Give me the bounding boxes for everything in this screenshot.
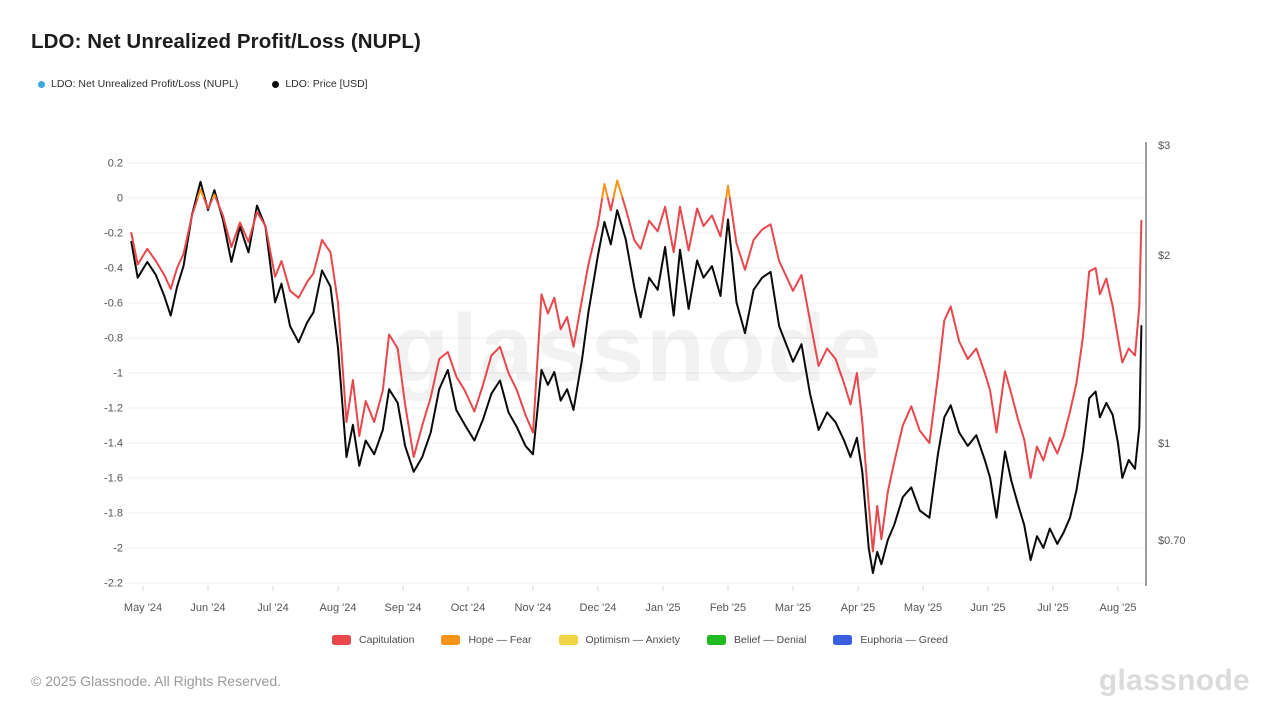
zone-item-optimism-anxiety-label: Optimism — Anxiety	[585, 634, 681, 646]
nupl-line-segment	[211, 193, 217, 199]
nupl-line-segment	[621, 197, 728, 254]
y-right-tick-label: $3	[1158, 140, 1170, 152]
nupl-line-segment	[214, 197, 604, 458]
page-title: LDO: Net Unrealized Profit/Loss (NUPL)	[31, 30, 421, 53]
zone-item-optimism-anxiety: Optimism — Anxiety	[558, 634, 681, 646]
x-tick-label: Jul '25	[1037, 602, 1068, 614]
glassnode-logo: glassnode	[1098, 664, 1250, 697]
legend-item-price[interactable]: LDO: Price [USD]	[272, 78, 368, 90]
y-left-tick-label: -2.2	[104, 578, 123, 590]
nupl-line-segment	[606, 197, 615, 212]
price-series-dot-icon	[272, 80, 280, 88]
y-left-tick-label: 0	[117, 193, 123, 205]
y-left-tick-label: -1.4	[104, 438, 123, 450]
x-tick-label: May '24	[124, 602, 162, 614]
nupl-line-segment	[196, 188, 205, 199]
legend-item-nupl[interactable]: LDO: Net Unrealized Profit/Loss (NUPL)	[38, 78, 238, 90]
zone-item-hope-fear: Hope — Fear	[441, 634, 532, 646]
y-left-tick-label: -1.8	[104, 508, 123, 520]
nupl-series-dot-icon	[38, 80, 45, 88]
x-tick-label: Jul '24	[257, 602, 288, 614]
x-tick-label: Mar '25	[775, 602, 811, 614]
copyright-text: © 2025 Glassnode. All Rights Reserved.	[31, 673, 282, 689]
x-tick-label: Oct '24	[451, 602, 486, 614]
nupl-line-segment	[728, 197, 1143, 553]
nupl-line-segment	[130, 197, 199, 290]
y-left-tick-label: -0.4	[104, 263, 123, 275]
zone-item-capitulation: Capitulation	[332, 634, 414, 646]
y-left-tick-label: -0.6	[104, 298, 123, 310]
x-tick-label: Jun '24	[190, 602, 225, 614]
capitulation-swatch-icon	[332, 635, 352, 645]
y-right-tick-label: $0.70	[1158, 535, 1186, 547]
legend-item-price-label: LDO: Price [USD]	[285, 78, 368, 90]
price-line	[130, 180, 1143, 574]
zone-item-capitulation-label: Capitulation	[359, 634, 415, 646]
zone-item-euphoria-greed: Euphoria — Greed	[833, 634, 948, 646]
nupl-line-segment	[725, 184, 731, 199]
belief-denial-swatch-icon	[707, 635, 727, 645]
x-tick-label: May '25	[904, 602, 942, 614]
x-tick-label: Jun '25	[970, 602, 1005, 614]
x-tick-label: Apr '25	[841, 602, 876, 614]
x-tick-label: Aug '24	[320, 602, 357, 614]
y-left-tick-label: -1.6	[104, 473, 123, 485]
hope-fear-swatch-icon	[441, 635, 461, 645]
euphoria-greed-swatch-icon	[833, 635, 853, 645]
y-left-tick-label: -0.2	[104, 228, 123, 240]
y-left-tick-label: 0.2	[108, 158, 123, 170]
y-left-tick-label: -2	[113, 543, 123, 555]
zone-item-belief-denial-label: Belief — Denial	[734, 634, 807, 646]
x-tick-label: Nov '24	[515, 602, 552, 614]
y-right-tick-label: $2	[1158, 250, 1170, 262]
legend-item-nupl-label: LDO: Net Unrealized Profit/Loss (NUPL)	[51, 78, 239, 90]
zone-item-euphoria-greed-label: Euphoria — Greed	[860, 634, 948, 646]
zone-legend: Capitulation Hope — Fear Optimism — Anxi…	[0, 634, 1280, 646]
y-left-tick-label: -1	[113, 368, 123, 380]
zone-item-belief-denial: Belief — Denial	[707, 634, 806, 646]
y-right-tick-label: $1	[1158, 438, 1170, 450]
x-tick-label: Feb '25	[710, 602, 746, 614]
x-tick-label: Aug '25	[1100, 602, 1137, 614]
x-tick-label: Dec '24	[580, 602, 617, 614]
zone-item-hope-fear-label: Hope — Fear	[468, 634, 532, 646]
nupl-line-segment	[202, 197, 214, 210]
optimism-anxiety-swatch-icon	[558, 635, 578, 645]
nupl-line-segment	[612, 179, 624, 199]
x-tick-label: Jan '25	[645, 602, 680, 614]
series-legend: LDO: Net Unrealized Profit/Loss (NUPL) L…	[38, 78, 368, 90]
x-tick-label: Sep '24	[385, 602, 422, 614]
nupl-line-segment	[601, 183, 609, 199]
y-left-tick-label: -0.8	[104, 333, 123, 345]
y-left-tick-label: -1.2	[104, 403, 123, 415]
